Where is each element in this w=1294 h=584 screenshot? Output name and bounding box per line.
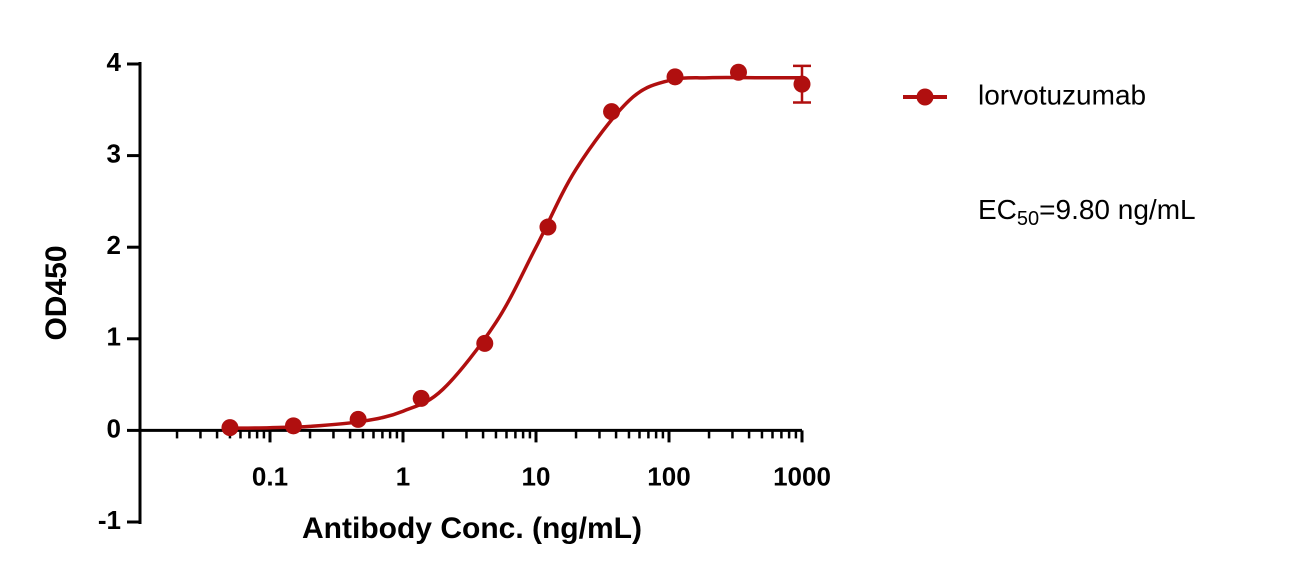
- y-axis-title: OD450: [40, 245, 73, 340]
- data-point: [221, 419, 239, 437]
- data-point: [666, 68, 684, 86]
- x-tick-label: 10: [522, 461, 551, 491]
- data-point: [603, 103, 621, 121]
- y-tick-label: 3: [107, 138, 121, 168]
- y-tick-label: 1: [107, 322, 121, 352]
- y-tick-label: 0: [107, 413, 121, 443]
- x-tick-label: 1000: [773, 461, 831, 491]
- legend-label: lorvotuzumab: [978, 79, 1146, 110]
- data-point: [793, 75, 811, 93]
- x-axis-title: Antibody Conc. (ng/mL): [302, 512, 642, 545]
- annotation-subscript: 50: [1017, 208, 1039, 230]
- annotation-text: =9.80 ng/mL: [1039, 194, 1195, 225]
- x-tick-label: 0.1: [252, 461, 288, 491]
- data-point: [349, 410, 367, 428]
- data-point: [284, 417, 302, 435]
- ec50-annotation: EC50=9.80 ng/mL: [978, 194, 1196, 230]
- y-tick-label: 2: [107, 230, 121, 260]
- fit-curve: [229, 75, 802, 430]
- y-tick-label: 4: [107, 47, 122, 77]
- data-point: [412, 389, 430, 407]
- x-tick-label: 1: [396, 461, 410, 491]
- data-point: [539, 218, 557, 236]
- data-point: [729, 63, 747, 81]
- data-point: [476, 334, 494, 352]
- annotation-text: EC: [978, 194, 1017, 225]
- legend-marker: [916, 88, 934, 106]
- y-tick-label: -1: [98, 505, 121, 535]
- x-tick-label: 100: [647, 461, 690, 491]
